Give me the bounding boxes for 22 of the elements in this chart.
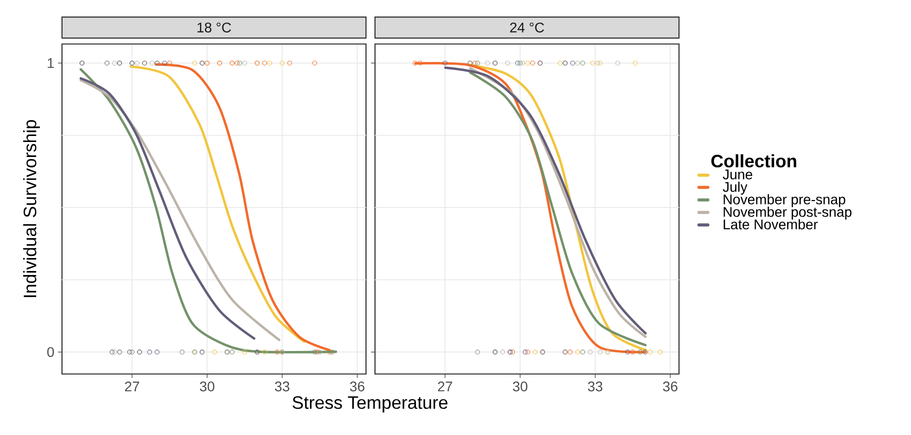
line-series <box>154 63 330 352</box>
chart-title: 24 °C <box>510 22 544 32</box>
x-tick-label: 27 <box>125 382 140 392</box>
legend-label: November pre-snap <box>724 194 846 208</box>
legend-label: July <box>722 182 748 195</box>
x-tick-label: 33 <box>588 382 602 392</box>
x-axis-title: Stress Temperature <box>292 396 448 412</box>
x-tick-label: 33 <box>274 382 290 392</box>
x-tick-label: 30 <box>200 382 214 392</box>
line-series <box>130 65 306 343</box>
x-tick-label: 36 <box>350 382 364 392</box>
x-tick-label: 36 <box>663 382 678 392</box>
y-axis-title: Individual Survivorship <box>23 120 40 298</box>
legend-label: June <box>722 170 752 180</box>
legend-label: Late November <box>724 219 818 230</box>
x-tick-label: 27 <box>438 382 452 392</box>
legend-label: November post-snap <box>724 206 852 220</box>
y-tick-label: 0 <box>47 347 54 357</box>
legend-title: Collection <box>711 154 796 168</box>
y-tick-label: 1 <box>48 58 54 68</box>
chart-title: 18 °C <box>198 22 231 32</box>
x-tick-label: 30 <box>512 382 528 392</box>
